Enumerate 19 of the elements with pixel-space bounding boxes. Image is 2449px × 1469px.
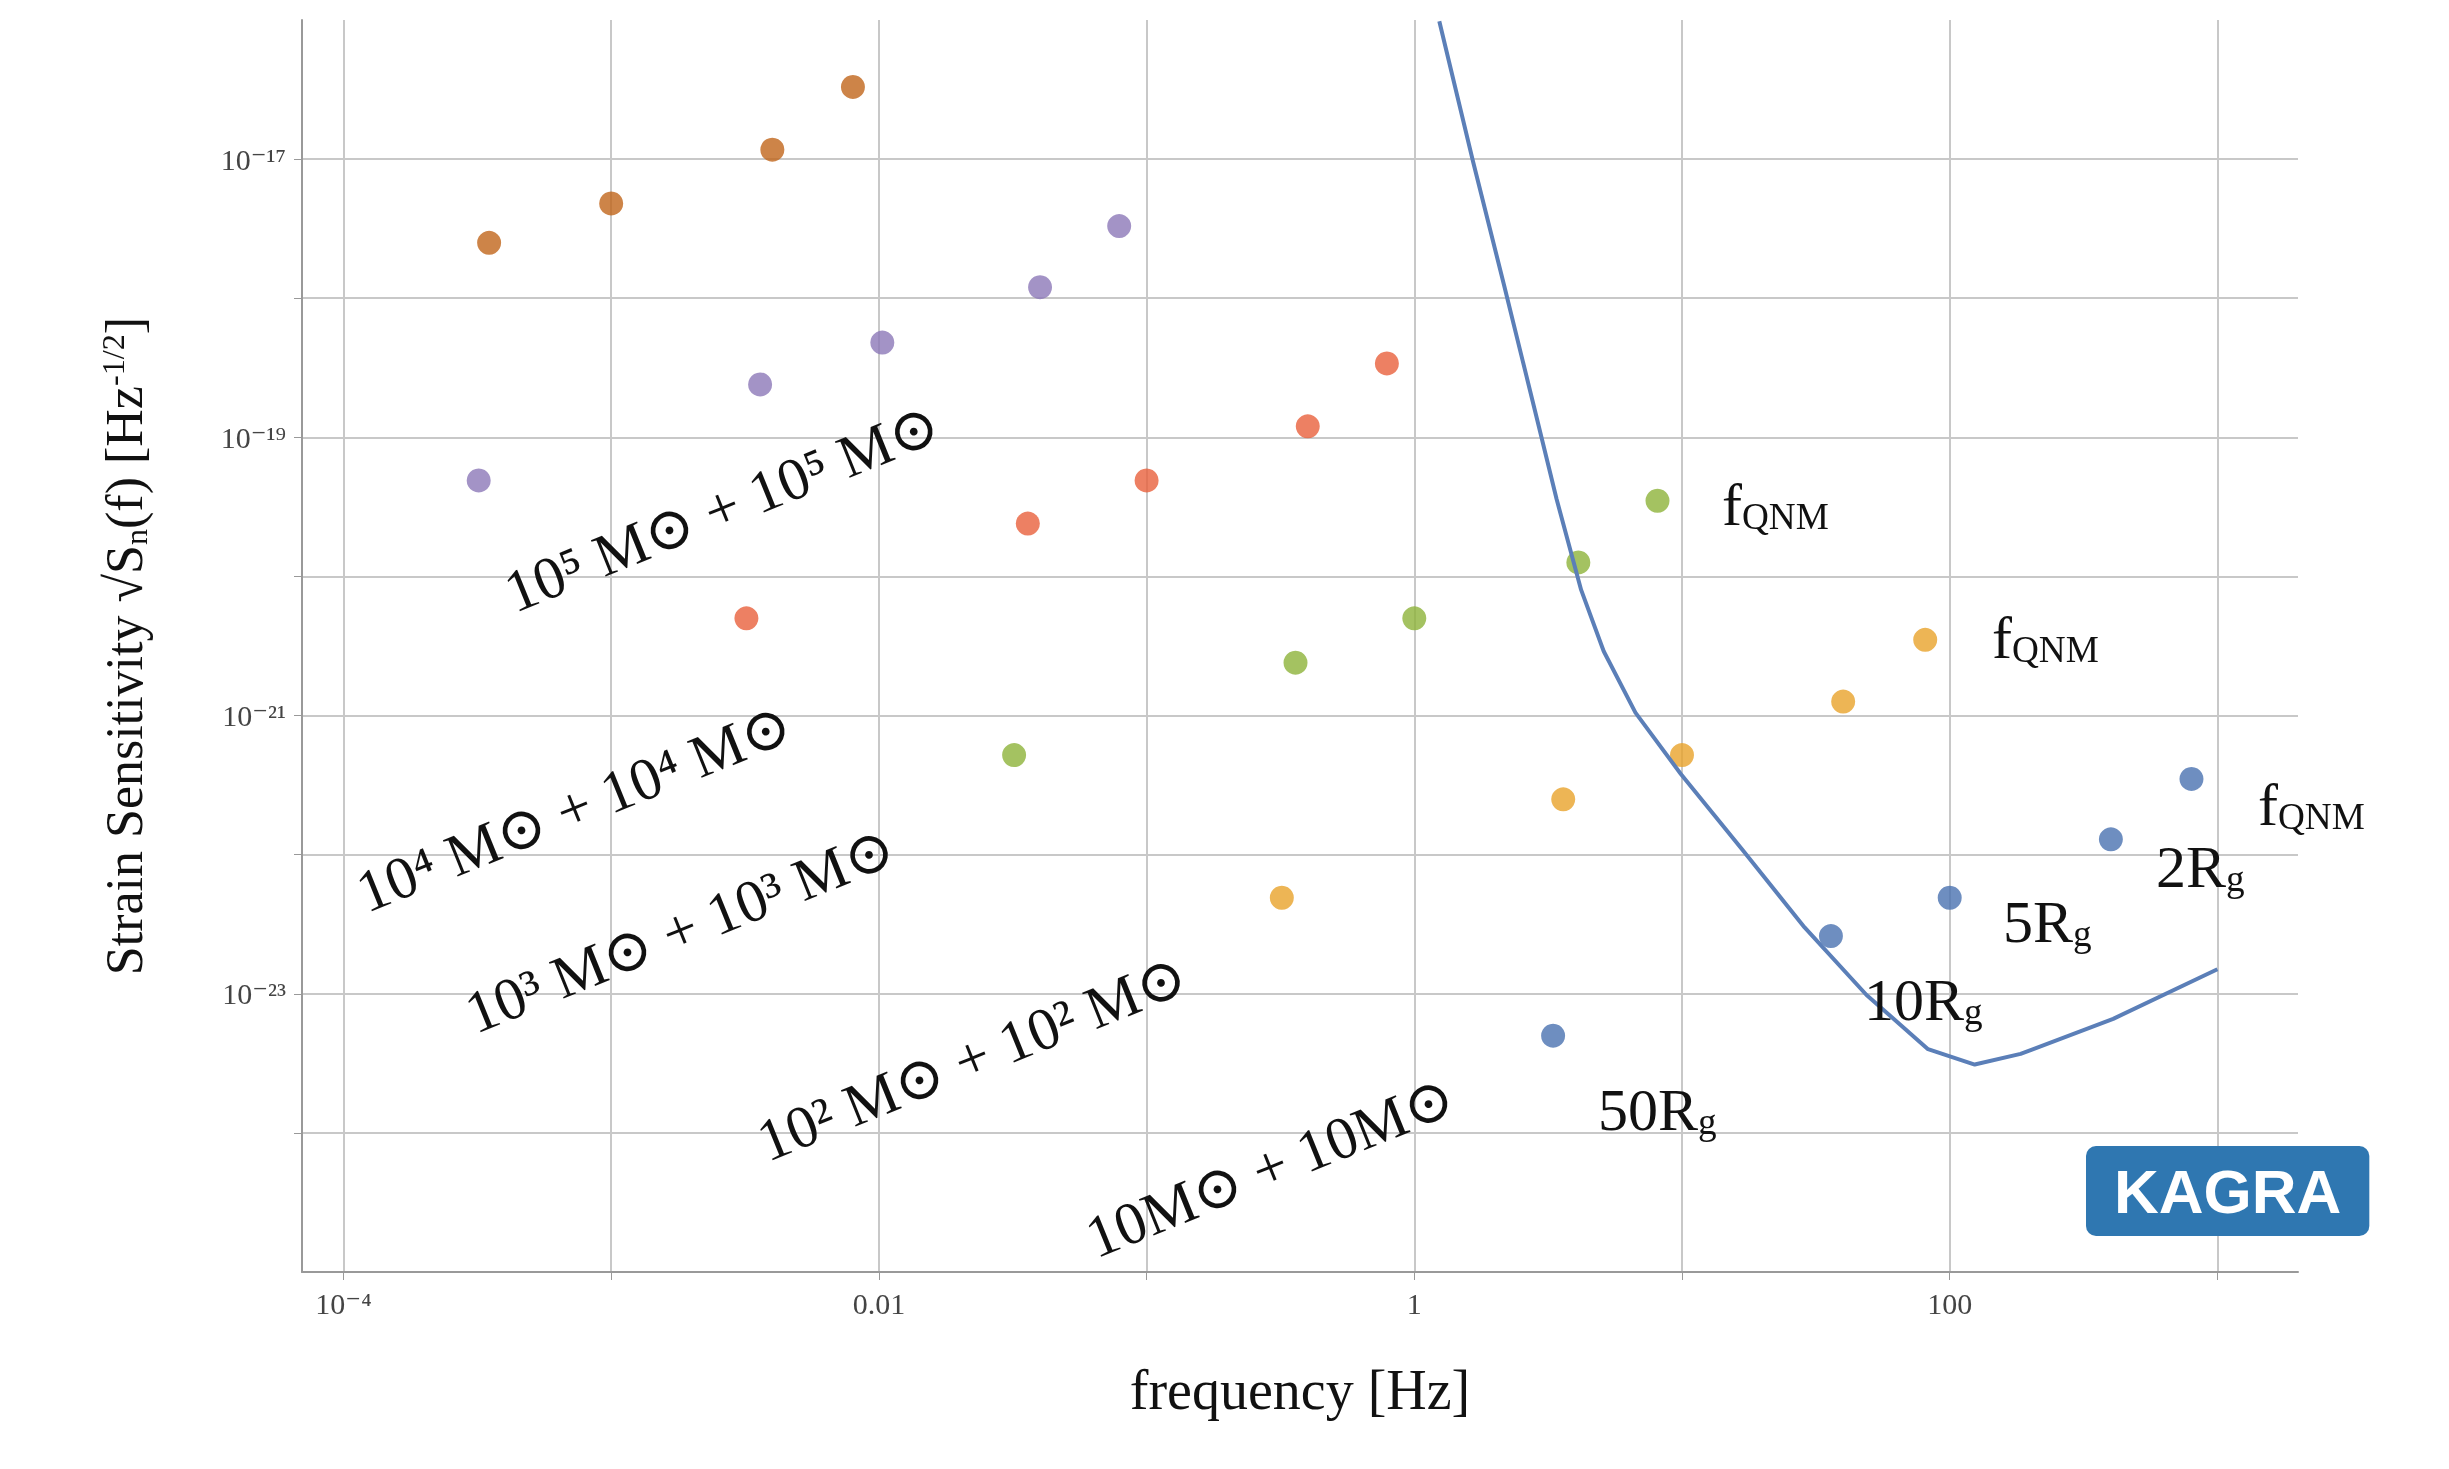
y-axis-title: Strain Sensitivity √Sn(f) [Hz-1/2]: [94, 316, 154, 976]
x-tick-label: 10⁻⁴: [315, 1286, 372, 1320]
annotation: 10⁵ M⊙ + 10⁵ M⊙: [495, 390, 949, 626]
annotation: 10Rg: [1864, 967, 1983, 1033]
x-tick-label: 1: [1406, 1286, 1422, 1320]
x-tick-label: 0.01: [852, 1286, 906, 1320]
y-tick-label: 10⁻¹⁹: [220, 420, 286, 454]
y-tick-label: 10⁻²¹: [222, 699, 286, 733]
annotation: KAGRA: [2114, 1156, 2342, 1226]
annotation: fQNM: [2258, 772, 2365, 838]
annotation: 5Rg: [2003, 889, 2092, 955]
x-axis-title: frequency [Hz]: [1129, 1359, 1471, 1421]
annotation: 2Rg: [2156, 834, 2245, 900]
x-tick-label: 100: [1927, 1286, 1973, 1320]
annotation: fQNM: [1722, 472, 1829, 538]
y-tick-label: 10⁻²³: [222, 977, 286, 1011]
y-tick-label: 10⁻¹⁷: [220, 142, 286, 176]
annotation: 50Rg: [1598, 1077, 1717, 1143]
annotation: fQNM: [1992, 605, 2099, 671]
